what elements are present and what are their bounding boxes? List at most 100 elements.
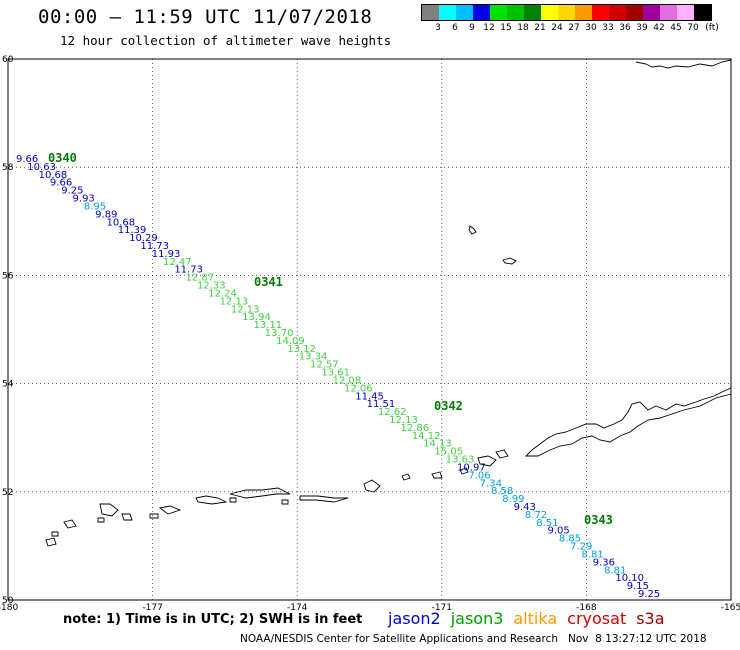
wave-height-value: 8.58 (491, 486, 513, 497)
page-subtitle: 12 hour collection of altimeter wave hei… (60, 33, 392, 48)
color-scale-label: 12 (483, 23, 495, 33)
wave-height-value: 10.63 (27, 162, 56, 173)
color-scale-swatch (507, 5, 524, 20)
wave-height-value: 13.61 (321, 368, 350, 379)
wave-height-value: 12.13 (220, 296, 249, 307)
wave-height-value: 11.45 (355, 391, 384, 402)
island-outline (401, 473, 411, 481)
y-tick-label: 50 (2, 596, 14, 606)
color-scale-unit: (ft) (705, 23, 719, 33)
wave-height-value: 12.08 (333, 375, 362, 386)
wave-height-value: 12.57 (310, 360, 339, 371)
color-scale-swatch (422, 5, 439, 20)
color-scale-label: 21 (534, 23, 546, 33)
wave-height-value: 7.06 (468, 470, 490, 481)
color-scale-label: 39 (636, 23, 648, 33)
island-outline (477, 455, 497, 467)
wave-height-value: 11.39 (118, 225, 147, 236)
color-scale-label: 30 (585, 23, 597, 33)
wave-height-value: 9.89 (95, 209, 117, 220)
island-outline (99, 503, 119, 517)
x-tick-label: -177 (142, 603, 162, 613)
wave-height-value: 12.87 (186, 273, 215, 284)
island-outline (51, 531, 59, 537)
island-outline (121, 513, 133, 521)
wave-height-value: 10.29 (129, 233, 158, 244)
island-outline (431, 471, 443, 479)
wave-height-value: 9.66 (16, 154, 38, 165)
wave-height-value: 8.51 (536, 518, 558, 529)
wave-height-value: 10.68 (39, 170, 68, 181)
wave-height-value: 12.62 (378, 407, 407, 418)
color-scale-label: 18 (517, 23, 529, 33)
color-scale-swatch (456, 5, 473, 20)
color-scale-swatch (439, 5, 456, 20)
wave-height-value: 12.06 (344, 383, 373, 394)
y-tick-label: 56 (2, 271, 14, 281)
color-scale-swatch (626, 5, 643, 20)
color-scale-label: 27 (568, 23, 580, 33)
color-scale-swatch (490, 5, 507, 20)
color-scale-label: 3 (435, 23, 441, 33)
color-scale-label: 9 (469, 23, 475, 33)
color-scale-label: 6 (452, 23, 458, 33)
satellite-legend-item: cryosat (567, 609, 627, 628)
color-scale-label: 15 (500, 23, 512, 33)
island-outline (495, 449, 509, 459)
wave-height-value: 12.13 (231, 304, 260, 315)
y-tick-label: 58 (2, 163, 14, 173)
wave-height-value: 14.13 (423, 439, 452, 450)
color-scale-swatch (592, 5, 609, 20)
color-scale-label: 24 (551, 23, 563, 33)
color-scale-label: 33 (602, 23, 614, 33)
altimeter-track-times: 0340 0341 0342 0343 (48, 151, 613, 527)
y-tick-label: 60 (2, 55, 14, 65)
wave-height-value: 7.34 (480, 478, 502, 489)
color-scale-swatch (677, 5, 694, 20)
x-tick-label: -180 (0, 603, 18, 613)
wave-height-value: 14.12 (412, 431, 441, 442)
wave-height-value: 11.93 (152, 249, 181, 260)
alaska-peninsula-coastline (524, 387, 732, 457)
x-tick-label: -165 (721, 603, 740, 613)
satellite-legend-item: jason3 (450, 609, 504, 628)
wave-height-value: 10.97 (457, 462, 486, 473)
island-outline (158, 505, 182, 515)
color-scale-swatch (575, 5, 592, 20)
wave-height-value: 8.81 (604, 565, 626, 576)
color-scale-labels: 3 6 9 12 15 18 21 24 27 30 33 36 39 42 45 70 (ft) (421, 21, 719, 35)
color-scale-label: 42 (653, 23, 665, 33)
track-time-label: 0340 (48, 151, 77, 165)
track-time-label: 0341 (254, 275, 283, 289)
wave-height-value: 13.94 (242, 312, 271, 323)
wave-height-value: 10.68 (106, 217, 135, 228)
wave-height-value: 13.34 (299, 352, 328, 363)
island-outline (229, 487, 291, 499)
x-tick-label: -171 (432, 603, 452, 613)
wave-height-value: 9.36 (593, 557, 615, 568)
color-scale-swatch (609, 5, 626, 20)
map-frame (7, 58, 732, 601)
color-scale-swatch (558, 5, 575, 20)
color-scale: 3 6 9 12 15 18 21 24 27 30 33 36 39 42 45 70 (ft) (421, 4, 719, 35)
color-scale-swatch (541, 5, 558, 20)
wave-height-value: 8.99 (502, 494, 524, 505)
footer-credit: NOAA/NESDIS Center for Satellite Applica… (240, 633, 707, 645)
wave-height-value: 12.33 (197, 281, 226, 292)
wave-height-value: 9.25 (61, 186, 83, 197)
island-outline (97, 517, 105, 523)
wave-height-value: 10.10 (615, 573, 644, 584)
wave-height-value: 9.93 (73, 194, 95, 205)
wave-height-value: 9.25 (638, 589, 660, 600)
track-time-label: 0343 (584, 513, 613, 527)
altimeter-track-values: 9.6610.6310.689.669.259.938.959.8910.681… (16, 154, 660, 600)
color-scale-swatch (473, 5, 490, 20)
wave-height-value: 9.05 (548, 526, 570, 537)
coastline (45, 59, 732, 547)
color-scale-swatch (660, 5, 677, 20)
wave-height-value: 11.73 (140, 241, 169, 252)
wave-height-value: 8.81 (581, 549, 603, 560)
wave-height-value: 8.85 (559, 534, 581, 545)
footer-note: note: 1) Time is in UTC; 2) SWH is in fe… (63, 612, 363, 627)
